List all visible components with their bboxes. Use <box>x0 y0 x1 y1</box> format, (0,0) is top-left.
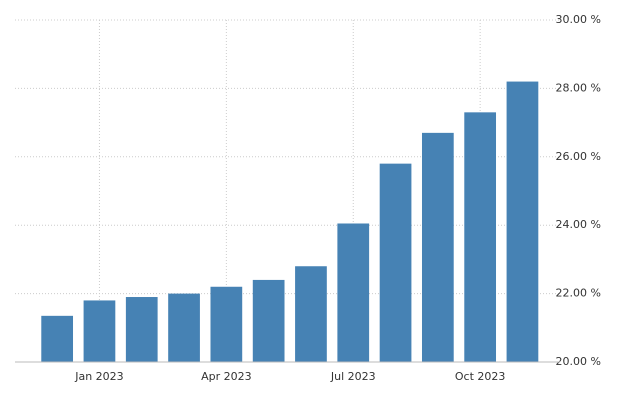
bar <box>295 266 327 362</box>
bar <box>41 315 74 362</box>
x-tick-label: Jan 2023 <box>74 370 123 383</box>
bar <box>337 223 370 362</box>
y-tick-label: 26.00 % <box>556 150 601 163</box>
bar <box>168 293 200 362</box>
x-tick-label: Jul 2023 <box>330 370 376 383</box>
y-tick-label: 24.00 % <box>556 218 601 231</box>
bar <box>464 112 497 362</box>
bar <box>210 286 243 362</box>
y-tick-label: 28.00 % <box>556 81 601 94</box>
bar <box>379 163 412 362</box>
bar <box>506 81 539 362</box>
y-tick-label: 22.00 % <box>556 287 601 300</box>
bar <box>83 300 116 362</box>
x-tick-label: Apr 2023 <box>201 370 252 383</box>
x-tick-label: Oct 2023 <box>455 370 506 383</box>
y-tick-label: 20.00 % <box>556 355 601 368</box>
y-tick-label: 30.00 % <box>556 13 601 26</box>
bar <box>421 132 454 362</box>
bar <box>252 279 285 362</box>
bar <box>125 297 158 362</box>
